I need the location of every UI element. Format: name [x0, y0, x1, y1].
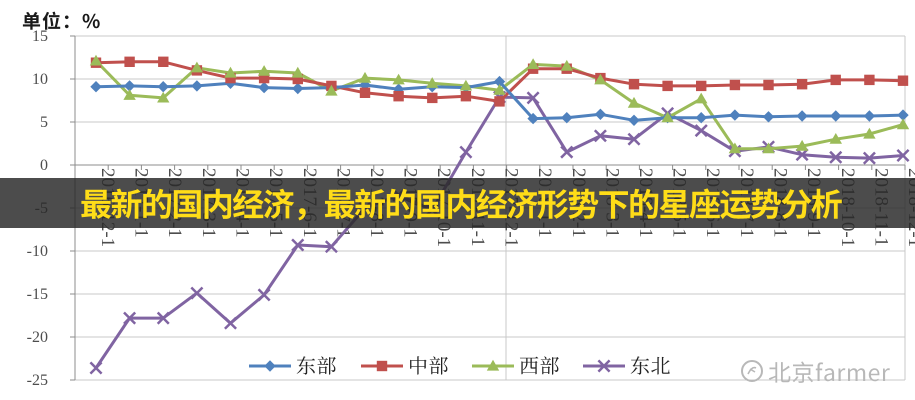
svg-text:15: 15 [32, 28, 48, 45]
svg-text:10: 10 [32, 71, 48, 88]
svg-text:0: 0 [40, 157, 48, 174]
svg-text:-25: -25 [27, 372, 48, 389]
svg-text:-20: -20 [27, 329, 48, 346]
svg-text:-10: -10 [27, 243, 48, 260]
svg-text:-15: -15 [27, 286, 48, 303]
svg-text:5: 5 [40, 114, 48, 131]
